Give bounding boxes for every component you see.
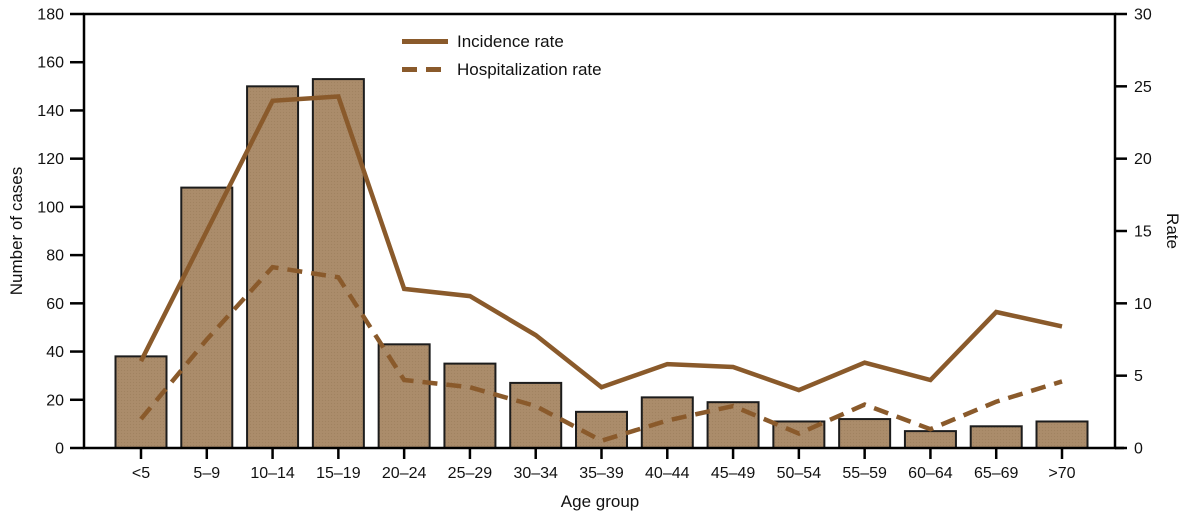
incidence-line-swatch (402, 39, 448, 44)
y-right-tick-label: 0 (1134, 441, 1143, 458)
y-right-tick-label: 10 (1134, 296, 1152, 313)
bar-60–64 (903, 430, 957, 449)
bar-55–59 (838, 418, 892, 450)
bar-30–34 (509, 381, 563, 449)
y-left-tick-label: 40 (46, 344, 64, 361)
incidence-rate-line (138, 94, 1063, 393)
hospitalization-rate-line (139, 264, 1063, 444)
y-right-tick-label: 15 (1134, 224, 1152, 241)
x-tick-label: >70 (1048, 465, 1075, 482)
y-left-tick-label: 140 (37, 103, 64, 120)
y-right-tick-label: 25 (1134, 79, 1152, 96)
x-tick-label: 40–44 (645, 465, 690, 482)
bar-65–69 (969, 425, 1023, 449)
x-tick-label: 15–19 (316, 465, 361, 482)
x-tick-label: 65–69 (974, 465, 1019, 482)
right-axis-title: Rate (1163, 213, 1182, 249)
y-left-tick-label: 160 (37, 55, 64, 72)
y-right-tick-label: 5 (1134, 368, 1143, 385)
y-right-tick-label: 20 (1134, 151, 1152, 168)
y-right-tick-label: 30 (1134, 7, 1152, 24)
bar-25–29 (443, 362, 497, 449)
hospitalization-line-swatch (402, 67, 448, 72)
y-left-tick-label: 60 (46, 296, 64, 313)
bar-45–49 (706, 401, 760, 450)
legend-label-incidence: Incidence rate (457, 32, 564, 51)
x-axis-title: Age group (560, 492, 640, 511)
x-tick-label: <5 (132, 465, 150, 482)
bar-15–19 (311, 78, 365, 449)
y-left-tick-label: 100 (37, 199, 64, 216)
x-tick-label: 10–14 (250, 465, 295, 482)
x-tick-label: 20–24 (382, 465, 427, 482)
bar-40–44 (640, 396, 694, 450)
bar-20–24 (377, 343, 431, 450)
x-tick-label: 5–9 (193, 465, 220, 482)
bar->70 (1035, 420, 1089, 450)
y-left-tick-label: 180 (37, 7, 64, 24)
y-left-tick-label: 120 (37, 151, 64, 168)
x-tick-label: 60–64 (908, 465, 953, 482)
bar-<5 (114, 355, 168, 449)
x-tick-label: 30–34 (513, 465, 558, 482)
x-tick-label: 50–54 (777, 465, 822, 482)
y-left-tick-label: 0 (55, 441, 64, 458)
x-tick-label: 25–29 (448, 465, 493, 482)
y-left-tick-label: 80 (46, 248, 64, 265)
y-left-tick-label: 20 (46, 392, 64, 409)
legend-label-hospitalization: Hospitalization rate (457, 60, 602, 79)
left-axis-title: Number of cases (7, 166, 26, 296)
x-tick-label: 35–39 (579, 465, 624, 482)
x-tick-label: 55–59 (842, 465, 887, 482)
x-tick-label: 45–49 (711, 465, 756, 482)
